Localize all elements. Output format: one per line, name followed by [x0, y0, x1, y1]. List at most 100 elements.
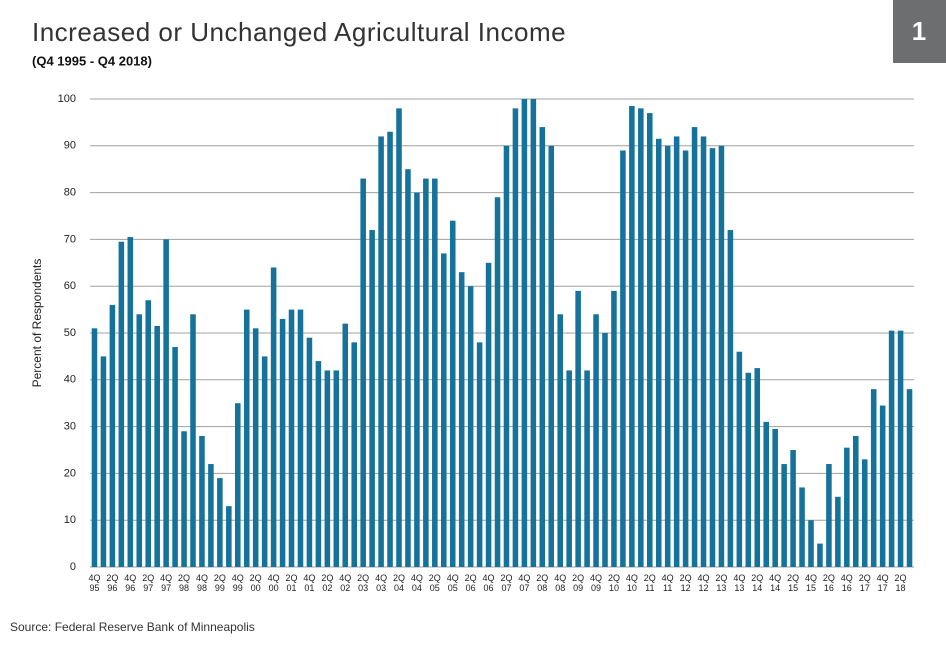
- bar: [261, 356, 268, 567]
- bar: [826, 464, 832, 567]
- bar: [817, 543, 823, 567]
- x-tick-label-box: 2Q 12: [679, 573, 692, 593]
- bar: [315, 361, 322, 567]
- bar: [458, 272, 465, 567]
- bar: [423, 178, 429, 567]
- y-tick-label: 50: [64, 327, 76, 339]
- bar: [369, 230, 375, 568]
- bar: [870, 389, 877, 567]
- bar: [297, 309, 304, 567]
- x-tick-label: 2Q 16: [822, 573, 835, 593]
- bar: [754, 368, 761, 567]
- x-tick-label-box: 4Q 06: [482, 573, 495, 593]
- y-tick-label: 30: [64, 421, 76, 433]
- bar: [736, 351, 743, 567]
- x-tick-label: 4Q 95: [88, 573, 101, 593]
- x-tick-label: 2Q 98: [178, 573, 191, 593]
- bar: [835, 496, 841, 567]
- x-tick-label-box: 2Q 09: [572, 573, 584, 593]
- bar: [647, 113, 653, 567]
- bar: [378, 136, 384, 567]
- bar: [432, 178, 438, 567]
- x-tick-label: 4Q 13: [733, 573, 746, 593]
- x-tick-label-box: 4Q 14: [769, 573, 781, 593]
- bar: [387, 131, 393, 567]
- bar: [190, 314, 196, 567]
- x-tick-label-box: 4Q 05: [446, 573, 459, 593]
- bar: [351, 342, 357, 567]
- x-tick-label-box: 4Q 04: [411, 573, 423, 593]
- y-tick-label: 10: [64, 514, 76, 526]
- x-tick-label: 2Q 00: [249, 573, 262, 593]
- bar: [476, 342, 483, 567]
- bar: [906, 389, 913, 567]
- x-tick-label-box: 4Q 98: [196, 573, 208, 593]
- bar: [199, 435, 205, 567]
- bar: [270, 267, 277, 567]
- bar: [897, 330, 904, 567]
- x-tick-label-box: 4Q 95: [88, 573, 101, 593]
- x-tick-label: 4Q 16: [840, 573, 853, 593]
- x-tick-label: 2Q 01: [285, 573, 298, 593]
- x-tick-label: 4Q 99: [231, 573, 244, 593]
- bar: [664, 145, 671, 568]
- x-tick-label-box: 2Q 06: [465, 573, 477, 593]
- bar: [252, 328, 259, 567]
- bar: [181, 431, 187, 567]
- bar: [602, 333, 608, 567]
- bar: [109, 304, 116, 567]
- x-tick-label-box: 4Q 17: [877, 573, 889, 593]
- bar: [629, 106, 635, 568]
- x-tick-label: 2Q 96: [106, 573, 119, 593]
- x-tick-label-box: 2Q 14: [751, 573, 763, 593]
- bar: [118, 241, 125, 568]
- bar: [485, 262, 492, 567]
- x-tick-label-box: 2Q 16: [822, 573, 835, 593]
- x-tick-label: 2Q 18: [894, 573, 907, 593]
- bar: [494, 197, 501, 567]
- x-tick-label: 4Q 96: [124, 573, 137, 593]
- x-tick-label: 2Q 13: [715, 573, 728, 593]
- bar: [584, 370, 590, 567]
- bar: [808, 520, 814, 567]
- x-tick-label-box: 4Q 07: [518, 573, 530, 593]
- x-tick-label: 2Q 17: [858, 573, 871, 593]
- x-tick-label: 4Q 97: [160, 573, 173, 593]
- x-tick-label: 4Q 12: [697, 573, 710, 593]
- bar: [682, 150, 689, 568]
- x-tick-label-box: 2Q 98: [178, 573, 191, 593]
- x-tick-label-box: 2Q 18: [894, 573, 907, 593]
- bar: [566, 370, 572, 567]
- bar: [414, 192, 420, 567]
- x-tick-label-box: 4Q 97: [160, 573, 173, 593]
- x-tick-label: 2Q 12: [679, 573, 692, 593]
- bar: [288, 309, 295, 567]
- x-tick-label-box: 2Q 10: [607, 573, 620, 593]
- x-tick-label: 2Q 10: [607, 573, 620, 593]
- x-tick-label-box: 2Q 04: [392, 573, 405, 593]
- bar: [521, 99, 528, 567]
- bar: [700, 136, 707, 567]
- bar: [208, 464, 214, 567]
- x-tick-label-box: 2Q 01: [285, 573, 298, 593]
- bar: [217, 478, 223, 567]
- x-tick-label-box: 4Q 08: [554, 573, 566, 593]
- x-tick-label-box: 2Q 97: [142, 573, 154, 593]
- bar: [799, 487, 805, 567]
- x-tick-label: 4Q 06: [482, 573, 495, 593]
- bar: [163, 239, 169, 567]
- x-tick-label: 2Q 99: [213, 573, 226, 593]
- bar: [638, 108, 644, 568]
- chart-subtitle: (Q4 1995 - Q4 2018): [32, 53, 152, 68]
- x-tick-label-box: 4Q 16: [840, 573, 853, 593]
- bar: [745, 372, 752, 567]
- bar: [243, 309, 250, 567]
- x-tick-label: 2Q 04: [392, 573, 405, 593]
- x-tick-label: 4Q 05: [446, 573, 459, 593]
- x-tick-label-box: 2Q 00: [249, 573, 262, 593]
- x-tick-label-box: 2Q 99: [213, 573, 226, 593]
- bar: [396, 108, 402, 568]
- bar: [342, 323, 349, 567]
- bar: [655, 138, 662, 567]
